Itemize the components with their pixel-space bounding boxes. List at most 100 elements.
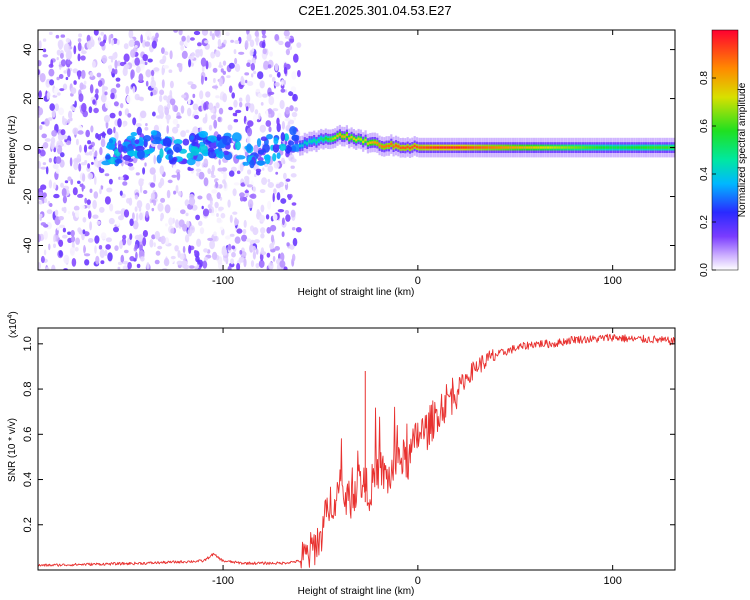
noise-speck: [99, 147, 103, 156]
y-tick-label: 0.2: [22, 517, 34, 532]
noise-speck: [62, 234, 68, 239]
ridge-peak: [371, 141, 374, 144]
noise-speck: [218, 77, 223, 87]
ridge-peak: [383, 145, 386, 149]
noise-speck: [38, 90, 42, 99]
noise-speck: [127, 262, 132, 270]
noise-speck: [268, 126, 272, 133]
noise-speck: [188, 244, 192, 254]
noise-speck: [57, 39, 64, 49]
ridge-peak: [666, 146, 669, 149]
noise-speck: [267, 91, 275, 96]
ridge-peak: [521, 146, 524, 149]
noise-speck: [281, 120, 285, 130]
noise-speck: [208, 124, 213, 131]
ridge-peak: [574, 146, 578, 149]
noise-speck: [267, 165, 274, 173]
noise-speck: [51, 264, 56, 270]
noise-speck: [231, 245, 236, 250]
noise-speck: [153, 173, 157, 183]
noise-speck: [272, 255, 276, 262]
noise-speck: [42, 48, 47, 53]
noise-speck: [252, 186, 256, 192]
noise-speck: [210, 206, 214, 215]
spectrogram-x-ticks: -100 0 100: [212, 30, 622, 287]
noise-speck: [244, 72, 250, 76]
spectrogram-frame: [37, 29, 676, 271]
ridge-peak: [553, 146, 556, 149]
noise-speck: [119, 240, 123, 250]
ridge-peak: [570, 146, 573, 149]
noise-speck: [277, 112, 282, 119]
noise-speck: [87, 210, 92, 220]
noise-speck: [276, 117, 280, 126]
noise-speck: [265, 109, 269, 119]
noise-speck: [219, 61, 222, 68]
noise-speck: [108, 217, 115, 225]
noise-speck: [44, 118, 50, 127]
ridge-peak: [558, 146, 561, 149]
noise-speck: [289, 244, 295, 250]
ridge-peak: [390, 142, 393, 146]
noise-speck: [58, 107, 65, 116]
noise-speck: [75, 158, 82, 163]
noise-speck: [82, 185, 86, 190]
noise-speck: [272, 213, 278, 222]
noise-ridge-speck: [136, 126, 142, 136]
noise-speck: [101, 55, 108, 64]
ridge-peak: [474, 146, 477, 149]
noise-speck: [247, 120, 254, 127]
noise-speck: [194, 114, 199, 120]
noise-ridge-speck: [172, 143, 183, 153]
noise-speck: [193, 30, 201, 36]
noise-speck: [135, 212, 139, 222]
noise-speck: [123, 63, 130, 70]
noise-speck: [246, 62, 251, 67]
noise-speck: [236, 263, 241, 270]
ridge-peak: [299, 144, 302, 148]
noise-speck: [215, 102, 220, 109]
noise-speck: [173, 30, 178, 33]
noise-speck: [81, 50, 87, 55]
noise-speck: [192, 110, 199, 116]
noise-ridge-speck: [189, 135, 195, 141]
noise-speck: [42, 142, 49, 149]
noise-speck: [125, 175, 129, 180]
noise-speck: [267, 182, 274, 188]
noise-speck: [175, 184, 179, 194]
noise-speck: [59, 88, 65, 92]
noise-speck: [53, 193, 60, 199]
ridge-peak: [507, 146, 510, 149]
noise-speck: [274, 34, 280, 41]
noise-speck: [100, 132, 107, 137]
noise-speck: [246, 33, 252, 42]
noise-speck: [78, 33, 83, 38]
noise-speck: [144, 61, 148, 66]
noise-speck: [50, 140, 55, 150]
noise-speck: [291, 227, 296, 231]
spectrogram-marks: [38, 30, 675, 270]
noise-ridge-speck: [234, 140, 241, 151]
noise-speck: [74, 100, 77, 108]
noise-speck: [89, 188, 93, 193]
noise-speck: [145, 123, 148, 127]
noise-speck: [214, 207, 218, 213]
ridge-peak: [516, 146, 519, 149]
noise-speck: [114, 68, 118, 75]
noise-speck: [69, 247, 75, 256]
noise-speck: [128, 166, 135, 171]
noise-speck: [233, 119, 239, 123]
noise-speck: [86, 40, 93, 50]
noise-speck: [187, 81, 194, 85]
noise-speck: [81, 102, 87, 113]
ridge-peak: [602, 146, 606, 149]
noise-speck: [164, 204, 171, 214]
noise-speck: [259, 189, 266, 194]
noise-speck: [56, 227, 60, 231]
noise-speck: [186, 35, 191, 43]
noise-ridge-speck: [273, 137, 279, 145]
ridge-peak: [425, 146, 428, 149]
noise-speck: [262, 48, 267, 55]
noise-speck: [89, 72, 94, 77]
noise-speck: [187, 107, 192, 117]
